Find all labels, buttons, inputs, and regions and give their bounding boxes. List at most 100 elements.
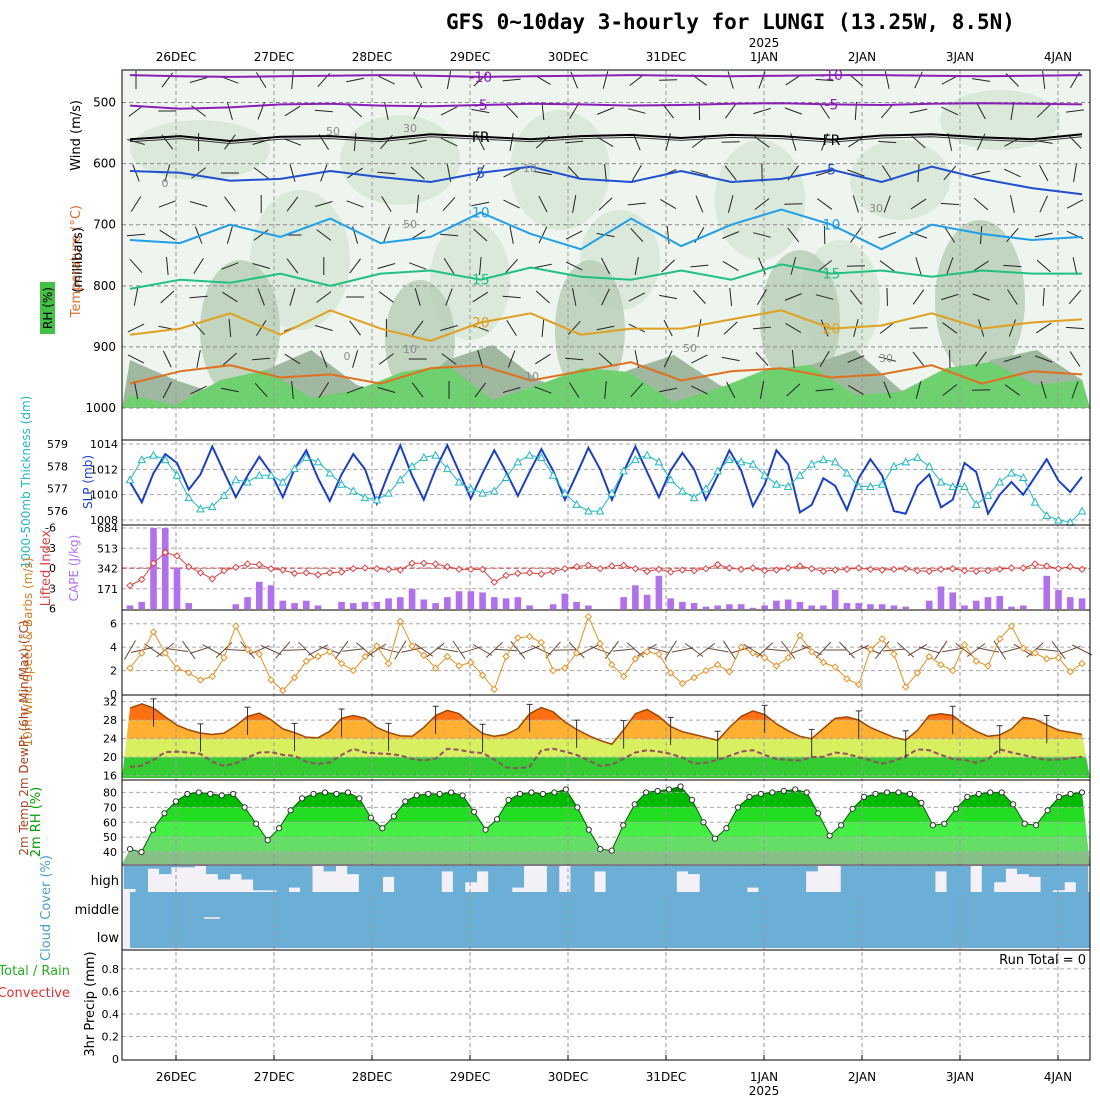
wind-barb-10m xyxy=(934,640,948,660)
cloud-high-bar xyxy=(253,866,266,891)
wind-barb xyxy=(191,167,207,179)
wind-barb xyxy=(221,387,239,393)
wind-barb xyxy=(663,350,673,368)
wind-speed-point xyxy=(737,643,745,651)
lifted-index-point xyxy=(619,561,628,570)
wind-speed-point xyxy=(314,652,322,661)
rh-tick-label: 40 xyxy=(103,846,117,859)
wind-barb xyxy=(507,350,516,368)
lifted-index-point xyxy=(831,566,839,574)
wind-barb xyxy=(944,227,956,243)
lifted-index-point xyxy=(666,568,675,576)
rh-shade-patch xyxy=(555,260,625,400)
li-tick-label: 6 xyxy=(49,603,56,616)
cape-bar xyxy=(279,600,287,609)
rh-point xyxy=(1067,790,1074,798)
wind-speed-point xyxy=(655,650,663,658)
lifted-index-point xyxy=(643,567,651,576)
isotherm-label: -5 xyxy=(474,98,488,114)
wind-barb xyxy=(914,71,923,89)
cape-tick-label: 513 xyxy=(97,542,118,555)
rh-band-fill xyxy=(122,807,1090,823)
precip-tick-label: 0.8 xyxy=(102,963,120,976)
wind-barb-10m xyxy=(993,640,1007,660)
cape-bar xyxy=(961,605,968,609)
thickness-point xyxy=(243,477,252,486)
wind-barb-10m xyxy=(298,641,315,659)
wind-barb-10m xyxy=(1035,648,1058,652)
date-label-bottom: 1JAN xyxy=(750,1070,778,1084)
wind-speed-point xyxy=(1043,655,1051,663)
rh-point xyxy=(734,804,742,811)
wind-speed-point xyxy=(1054,653,1063,662)
isotherm-label: 10 xyxy=(823,218,841,234)
lifted-index-point xyxy=(1054,564,1063,573)
lifted-index-point xyxy=(314,571,322,579)
wind-barb xyxy=(911,135,926,149)
wind-barb xyxy=(697,319,702,337)
lifted-index-point xyxy=(572,562,581,571)
wind-barb xyxy=(632,133,641,151)
wind-barb xyxy=(509,133,514,151)
thickness-point xyxy=(595,506,605,515)
rh-legend-swatch xyxy=(40,282,55,334)
cape-bar xyxy=(479,592,486,609)
wind-barb xyxy=(691,385,708,395)
wind-barb xyxy=(941,293,959,301)
cape-bar xyxy=(679,601,686,609)
wind-barb xyxy=(440,137,458,147)
wind-barb xyxy=(410,166,425,180)
wind-barb xyxy=(346,386,364,394)
lifted-index-point xyxy=(549,567,557,576)
wind-barb xyxy=(784,293,802,301)
wind-barb xyxy=(535,353,551,365)
wind-barb xyxy=(162,350,172,368)
lifted-index-point xyxy=(208,575,216,583)
lifted-index-point xyxy=(1078,565,1086,574)
thickness-point xyxy=(854,481,864,490)
rh-point xyxy=(425,790,432,798)
wind-barb xyxy=(471,108,490,114)
cloud-high-bar xyxy=(711,866,724,893)
wind-barb-10m xyxy=(545,641,561,659)
wind-barb xyxy=(127,323,145,333)
wind-barb xyxy=(221,76,239,84)
chart-title: GFS 0~10day 3-hourly for LUNGI (13.25W, … xyxy=(446,10,1015,34)
wind-barb xyxy=(166,256,169,276)
wind-barb xyxy=(255,320,267,336)
thickness-point xyxy=(290,464,299,473)
wind-barb xyxy=(286,258,299,274)
temp-tick-label: 24 xyxy=(103,733,117,746)
rh-point xyxy=(941,820,948,827)
wind-speed-point xyxy=(161,649,169,657)
lifted-index-point xyxy=(361,564,369,572)
lifted-index-point xyxy=(984,566,992,575)
wind-barb xyxy=(915,257,922,275)
wind-barb xyxy=(502,78,521,82)
rh-point xyxy=(436,790,443,798)
thickness-point xyxy=(619,466,628,475)
wind-barb xyxy=(597,107,614,115)
lifted-index-point xyxy=(467,565,475,574)
thickness-line xyxy=(129,454,1083,523)
cloud-high-bar xyxy=(464,866,478,883)
wind-speed-point xyxy=(1078,659,1086,668)
wind-speed-point xyxy=(1019,644,1027,653)
wind-barb xyxy=(194,226,203,244)
wind-barb xyxy=(569,103,580,119)
rh-point xyxy=(849,805,856,812)
rh-point xyxy=(860,793,868,801)
rh-point xyxy=(838,822,845,829)
rh-point xyxy=(574,804,581,811)
wind-barb xyxy=(724,165,737,181)
wind-speed-point xyxy=(843,675,851,683)
slp-tick-label: 1010 xyxy=(90,489,118,502)
wind-barb-10m xyxy=(882,648,905,652)
wind-barb xyxy=(1042,287,1045,307)
cloud-high-bar xyxy=(206,866,219,875)
lifted-index-point xyxy=(185,562,193,571)
wind-barb xyxy=(946,257,954,275)
thickness-point xyxy=(584,506,593,515)
rh-point xyxy=(1044,807,1051,814)
wind-barb xyxy=(189,295,208,299)
